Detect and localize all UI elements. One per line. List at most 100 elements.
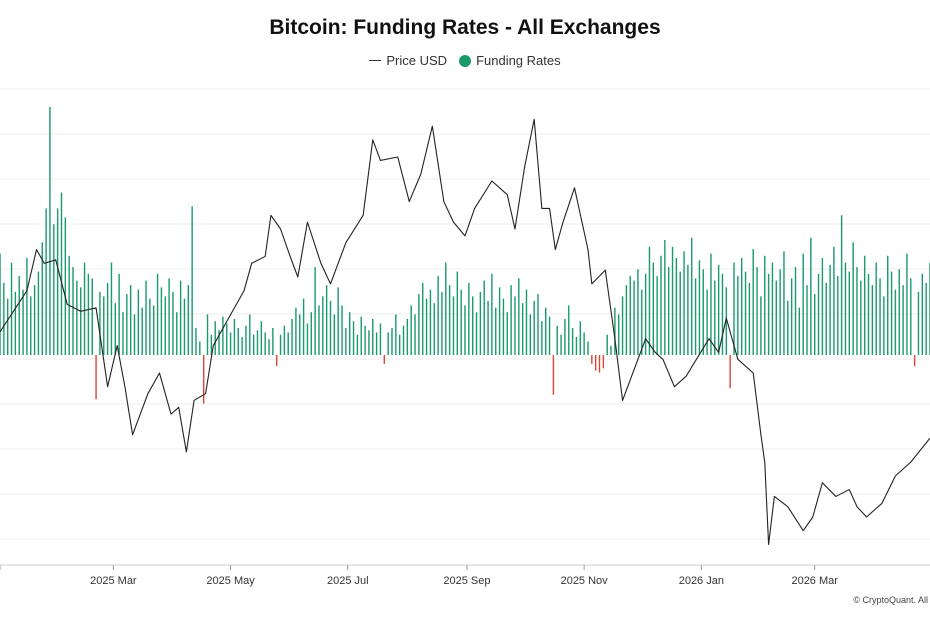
funding-bar xyxy=(483,280,485,355)
funding-bar xyxy=(594,355,597,371)
chart-legend: Price USD Funding Rates xyxy=(0,53,930,68)
funding-bar xyxy=(737,276,739,355)
funding-bar xyxy=(518,278,520,355)
funding-bar xyxy=(160,287,163,355)
funding-bar xyxy=(471,296,474,355)
funding-bar xyxy=(3,282,5,355)
funding-bar xyxy=(179,280,182,355)
funding-bar xyxy=(256,330,259,355)
funding-bar xyxy=(445,262,447,355)
funding-bar xyxy=(844,262,847,355)
funding-bar xyxy=(867,273,870,355)
funding-bar xyxy=(894,289,897,355)
funding-bar xyxy=(141,307,143,355)
funding-bar xyxy=(687,264,689,355)
funding-bar xyxy=(64,217,67,355)
funding-bar xyxy=(448,285,451,355)
funding-bar xyxy=(76,280,78,355)
funding-bar xyxy=(91,278,93,355)
funding-bar xyxy=(525,289,528,355)
funding-bar xyxy=(268,339,270,355)
funding-bar xyxy=(675,258,678,355)
funding-bar xyxy=(779,269,781,355)
funding-bar xyxy=(610,345,612,355)
funding-bar xyxy=(352,321,355,355)
funding-bar xyxy=(502,298,505,355)
funding-bar xyxy=(410,305,412,355)
funding-bar xyxy=(564,318,566,355)
funding-bar xyxy=(652,262,655,355)
funding-bar xyxy=(322,296,324,355)
funding-bar xyxy=(848,271,850,355)
funding-bar xyxy=(345,327,347,355)
funding-bar xyxy=(199,341,201,355)
legend-item-funding[interactable]: Funding Rates xyxy=(459,53,561,68)
x-tick-label: 2026 Mar xyxy=(791,575,838,587)
funding-bar xyxy=(667,267,670,355)
funding-bar xyxy=(406,318,409,355)
x-tick-label: 2025 Nov xyxy=(561,575,609,587)
funding-bar xyxy=(252,334,255,355)
x-tick-label: 2025 Mar xyxy=(90,575,137,587)
funding-bar xyxy=(833,246,835,355)
funding-bar xyxy=(521,303,524,355)
funding-bar xyxy=(806,285,808,355)
funding-bar xyxy=(391,327,393,355)
funding-bar xyxy=(30,296,32,355)
funding-bar xyxy=(379,323,382,355)
funding-bar xyxy=(110,262,113,355)
funding-bar xyxy=(229,332,232,355)
funding-bar xyxy=(168,278,170,355)
funding-bar xyxy=(660,255,662,355)
funding-bar xyxy=(790,278,793,355)
funding-bar xyxy=(80,287,82,355)
funding-bar xyxy=(241,336,243,355)
funding-bar xyxy=(452,296,455,355)
funding-bar xyxy=(683,251,685,355)
funding-bar xyxy=(925,282,927,355)
funding-bar xyxy=(798,307,801,355)
funding-bar xyxy=(249,314,251,355)
funding-bar xyxy=(875,262,877,355)
funding-bar xyxy=(902,285,904,355)
funding-bar xyxy=(318,305,320,355)
funding-bar xyxy=(583,332,585,355)
funding-bar xyxy=(840,215,843,355)
funding-bar xyxy=(579,321,581,355)
funding-bar xyxy=(103,296,105,355)
funding-bar xyxy=(176,312,178,355)
funding-bar xyxy=(456,271,459,355)
funding-bar xyxy=(829,264,831,355)
funding-bar xyxy=(222,316,224,355)
funding-bar xyxy=(571,327,574,355)
price-line xyxy=(0,118,930,545)
funding-bar xyxy=(114,303,116,355)
funding-bar xyxy=(710,253,712,355)
funding-bar xyxy=(172,291,174,355)
funding-bar xyxy=(118,273,120,355)
funding-bar xyxy=(898,269,900,355)
funding-bar xyxy=(821,258,824,355)
funding-bar xyxy=(206,314,209,355)
funding-bar xyxy=(706,289,708,355)
funding-bar xyxy=(375,332,378,355)
funding-bar xyxy=(402,325,405,355)
funding-bar xyxy=(72,267,74,355)
funding-bar xyxy=(287,332,289,355)
funding-bar xyxy=(306,323,309,355)
funding-bar xyxy=(314,267,316,355)
funding-bar xyxy=(433,303,435,355)
funding-bar xyxy=(299,314,301,355)
funding-bar xyxy=(368,330,370,355)
funding-bar xyxy=(260,321,263,355)
funding-bar xyxy=(856,267,858,355)
legend-item-price[interactable]: Price USD xyxy=(369,53,447,68)
funding-bar xyxy=(863,255,866,355)
funding-bar xyxy=(372,318,374,355)
funding-bar xyxy=(871,285,874,355)
funding-bar xyxy=(414,314,416,355)
funding-bar xyxy=(349,312,351,355)
funding-bar xyxy=(264,332,266,355)
funding-bar xyxy=(529,314,532,355)
